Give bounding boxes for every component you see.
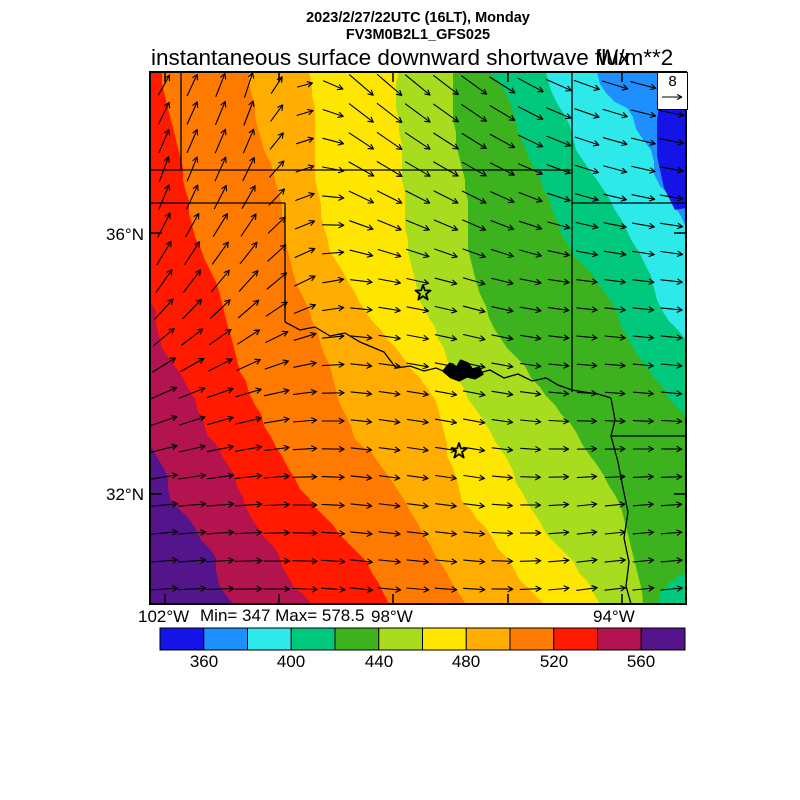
- colorbar-cell-9: [553, 627, 598, 651]
- contour-bands: [150, 72, 686, 604]
- colorbar-cell-6: [422, 627, 467, 651]
- colorbar-cell-5: [378, 627, 423, 651]
- colorbar-cell-2: [247, 627, 292, 651]
- axis-ticks: [150, 72, 686, 604]
- lake-texoma-blob: [442, 359, 484, 382]
- star-marker-1: [450, 442, 468, 459]
- colorbar-cell-0: [159, 627, 205, 651]
- colorbar-cell-1: [203, 627, 248, 651]
- lon-label-94w: 94°W: [593, 607, 635, 626]
- wind-vector-legend: 8: [657, 72, 688, 110]
- variable-title: instantaneous surface downward shortwave…: [151, 45, 631, 70]
- run-datetime-title: 2023/2/27/22UTC (16LT), Monday: [306, 10, 530, 26]
- colorbar-cell-3: [290, 627, 336, 651]
- units-label: W/m**2: [597, 45, 674, 70]
- colorbar-tick-440: 440: [364, 652, 394, 671]
- colorbar-cell-4: [334, 627, 380, 651]
- model-name-title: FV3M0B2L1_GFS025: [345, 27, 491, 43]
- colorbar: [159, 627, 686, 651]
- colorbar-cell-10: [597, 627, 642, 651]
- colorbar-tick-360: 360: [189, 652, 219, 671]
- vector-legend-arrow-icon: [661, 94, 682, 100]
- vector-legend-value: 8: [668, 73, 677, 90]
- colorbar-tick-560: 560: [626, 652, 656, 671]
- star-marker-0: [414, 284, 432, 301]
- colorbar-cell-7: [465, 627, 511, 651]
- lat-label-36n: 36°N: [106, 225, 144, 244]
- pocket-1: [658, 572, 686, 604]
- lat-label-32n: 32°N: [106, 485, 144, 504]
- colorbar-tick-480: 480: [451, 652, 481, 671]
- colorbar-cell-8: [509, 627, 555, 651]
- city-markers: [414, 284, 468, 459]
- colorbar-tick-520: 520: [539, 652, 569, 671]
- lon-label-98w: 98°W: [371, 607, 413, 626]
- lon-label-102w: 102°W: [138, 607, 190, 626]
- colorbar-cell-11: [640, 627, 686, 651]
- minmax-label: Min= 347 Max= 578.5: [200, 606, 365, 625]
- state-borders: [150, 72, 686, 604]
- wind-vectors: [150, 72, 685, 593]
- map-frame: [149, 71, 687, 605]
- colorbar-tick-400: 400: [276, 652, 306, 671]
